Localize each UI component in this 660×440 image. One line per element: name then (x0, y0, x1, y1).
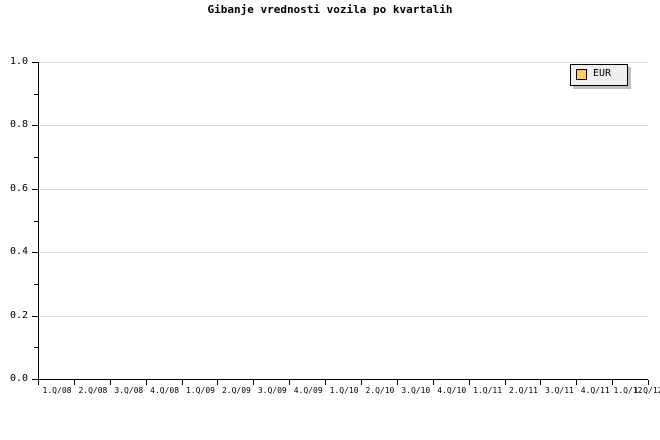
x-axis-label: 4.Q/11 (580, 386, 610, 395)
x-tick (181, 380, 183, 385)
x-tick (109, 380, 111, 385)
x-axis-label: 1.Q/12 (633, 386, 660, 395)
y-axis-spine (38, 62, 39, 380)
y-axis-label: 0.2 (9, 309, 28, 321)
x-axis-label: 4.Q/08 (150, 386, 180, 395)
gridline (38, 252, 648, 254)
legend-entry-eur[interactable]: EUR (570, 64, 626, 84)
x-axis-label: 1.Q/08 (42, 386, 72, 395)
legend-label: EUR (593, 68, 612, 79)
x-axis-label: 4.Q/09 (293, 386, 323, 395)
y-tick-minor (34, 157, 38, 159)
gridline (38, 188, 648, 190)
x-axis-label: 2.Q/09 (221, 386, 251, 395)
x-axis-label: 3.Q/10 (401, 386, 431, 395)
y-axis-label: 0.0 (9, 373, 28, 384)
x-tick (432, 380, 434, 385)
y-tick-major (32, 125, 38, 127)
gridline (38, 125, 648, 127)
x-axis-label: 1.Q/12 (613, 386, 643, 395)
x-tick (396, 380, 398, 385)
x-tick (540, 380, 542, 385)
x-axis-label: 2.Q/08 (78, 386, 108, 395)
gridline (38, 315, 648, 317)
chart-title: Gibanje vrednosti vozila po kvartalih (207, 3, 453, 16)
y-tick-major (32, 252, 38, 254)
chart-legend[interactable]: EUR (570, 64, 631, 89)
y-axis-label: 0.6 (9, 182, 28, 194)
y-tick-major (32, 379, 38, 380)
y-tick-major (32, 62, 38, 63)
x-axis-label: 2.Q/11 (509, 386, 538, 395)
x-axis-label: 3.Q/09 (257, 386, 287, 395)
x-axis-label: 3.Q/08 (114, 386, 144, 395)
legend-swatch-icon (576, 68, 587, 80)
x-tick (145, 380, 147, 385)
y-tick-minor (34, 220, 38, 222)
x-axis-label: 1.Q/09 (186, 386, 215, 395)
x-tick (38, 380, 39, 385)
x-tick (73, 380, 75, 385)
y-tick-major (32, 188, 38, 190)
x-axis-label: 1.Q/11 (473, 386, 503, 395)
x-axis-label: 4.Q/10 (437, 386, 467, 395)
x-tick (289, 380, 291, 385)
x-axis-spine (38, 379, 648, 380)
x-tick (504, 380, 506, 385)
y-axis-label: 1.0 (9, 56, 28, 67)
x-tick (325, 380, 327, 385)
x-tick (612, 380, 614, 385)
y-axis-label: 0.8 (9, 119, 28, 131)
x-tick (648, 380, 649, 385)
x-axis-label: 2.Q/10 (365, 386, 395, 395)
y-axis-label: 0.4 (9, 246, 28, 258)
x-tick (217, 380, 219, 385)
x-tick (576, 380, 578, 385)
plot-area (38, 62, 648, 380)
x-tick (468, 380, 470, 385)
gridline (38, 62, 648, 63)
x-tick (253, 380, 255, 385)
x-axis-label: 3.Q/11 (544, 386, 574, 395)
x-tick (360, 380, 362, 385)
y-tick-major (32, 315, 38, 317)
y-tick-minor (34, 283, 38, 285)
y-tick-minor (34, 347, 38, 349)
x-axis-label: 1.Q/10 (329, 386, 359, 395)
y-tick-minor (34, 93, 38, 95)
